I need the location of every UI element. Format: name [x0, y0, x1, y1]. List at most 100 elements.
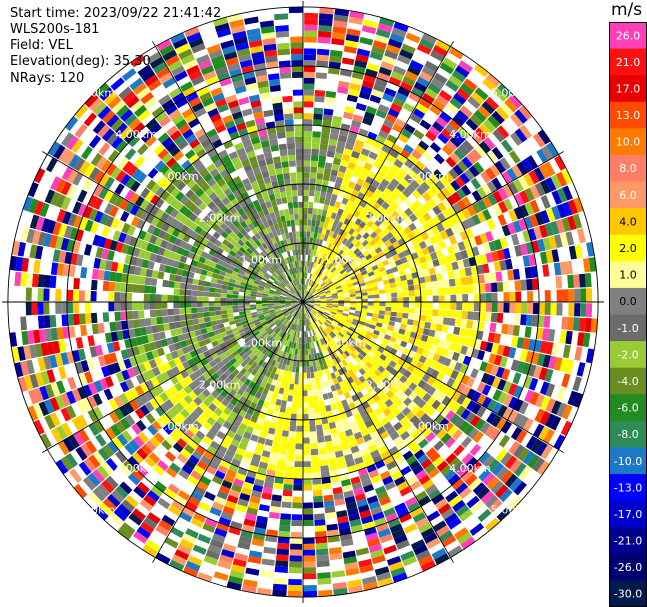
- velocity-cell: [268, 345, 274, 352]
- velocity-cell: [149, 398, 160, 409]
- velocity-cell: [392, 143, 403, 154]
- velocity-cell: [306, 292, 311, 298]
- velocity-cell: [313, 232, 318, 239]
- velocity-cell: [299, 237, 303, 243]
- velocity-cell: [418, 276, 426, 284]
- velocity-cell: [337, 368, 344, 376]
- velocity-cell: [206, 486, 219, 496]
- velocity-cell: [74, 266, 82, 278]
- velocity-cell: [157, 364, 166, 374]
- velocity-cell: [377, 491, 389, 501]
- velocity-cell: [170, 187, 181, 198]
- velocity-cell: [255, 225, 262, 233]
- velocity-cell: [251, 368, 258, 376]
- velocity-cell: [359, 510, 372, 519]
- velocity-cell: [273, 327, 280, 333]
- velocity-cell: [269, 506, 281, 514]
- velocity-cell: [297, 331, 300, 338]
- velocity-cell: [365, 189, 374, 199]
- velocity-cell: [432, 242, 441, 252]
- velocity-cell: [225, 94, 238, 104]
- velocity-cell: [121, 320, 128, 330]
- velocity-cell: [188, 37, 204, 49]
- velocity-cell: [329, 55, 342, 63]
- velocity-cell: [513, 268, 521, 280]
- velocity-cell: [456, 211, 466, 222]
- velocity-cell: [432, 44, 448, 57]
- velocity-cell: [344, 562, 359, 571]
- velocity-cell: [303, 219, 308, 226]
- velocity-cell: [343, 192, 351, 200]
- velocity-cell: [99, 87, 114, 101]
- velocity-cell: [268, 321, 275, 327]
- velocity-cell: [271, 237, 277, 244]
- velocity-cell: [38, 417, 50, 433]
- velocity-cell: [416, 76, 430, 88]
- velocity-cell: [371, 282, 378, 288]
- velocity-cell: [441, 144, 454, 156]
- velocity-cell: [421, 65, 436, 78]
- velocity-cell: [168, 109, 181, 120]
- velocity-cell: [251, 288, 258, 292]
- velocity-cell: [226, 165, 236, 174]
- velocity-cell: [437, 212, 447, 223]
- velocity-cell: [83, 112, 97, 127]
- velocity-cell: [297, 189, 303, 196]
- velocity-cell: [418, 240, 427, 250]
- velocity-cell: [188, 391, 198, 401]
- velocity-cell: [296, 319, 300, 326]
- velocity-cell: [415, 296, 421, 302]
- velocity-cell: [308, 299, 315, 302]
- velocity-cell: [202, 32, 218, 43]
- velocity-cell: [551, 249, 560, 263]
- velocity-cell: [347, 579, 362, 588]
- velocity-cell: [273, 108, 284, 116]
- velocity-cell: [215, 288, 222, 293]
- velocity-cell: [427, 208, 437, 219]
- velocity-cell: [365, 211, 374, 220]
- velocity-cell: [306, 231, 311, 238]
- velocity-cell: [303, 508, 314, 515]
- velocity-cell: [67, 376, 77, 390]
- velocity-cell: [261, 295, 268, 299]
- velocity-cell: [226, 469, 237, 478]
- velocity-cell: [317, 251, 322, 258]
- velocity-cell: [288, 315, 293, 321]
- velocity-cell: [179, 354, 188, 364]
- velocity-cell: [421, 262, 429, 270]
- velocity-cell: [312, 335, 316, 342]
- velocity-cell: [100, 343, 109, 355]
- velocity-cell: [380, 270, 388, 277]
- velocity-cell: [287, 442, 295, 450]
- velocity-cell: [92, 469, 105, 483]
- velocity-cell: [426, 295, 433, 302]
- velocity-cell: [273, 577, 288, 585]
- velocity-cell: [441, 160, 453, 172]
- velocity-cell: [248, 39, 263, 48]
- velocity-cell: [93, 170, 105, 184]
- velocity-cell: [324, 198, 331, 206]
- velocity-cell: [226, 494, 239, 504]
- velocity-cell: [217, 402, 227, 412]
- velocity-cell: [170, 32, 186, 44]
- velocity-cell: [470, 68, 485, 82]
- velocity-cell: [313, 256, 318, 263]
- velocity-cell: [545, 250, 554, 264]
- velocity-cell: [477, 199, 488, 211]
- velocity-cell: [502, 247, 511, 260]
- velocity-cell: [538, 290, 545, 302]
- velocity-cell: [307, 294, 313, 299]
- velocity-cell: [324, 349, 330, 356]
- velocity-cell: [229, 105, 241, 115]
- velocity-cell: [215, 310, 222, 316]
- velocity-cell: [317, 346, 322, 353]
- velocity-cell: [204, 321, 212, 328]
- velocity-cell: [279, 274, 285, 280]
- velocity-cell: [313, 107, 324, 115]
- velocity-cell: [128, 439, 141, 452]
- velocity-cell: [314, 89, 326, 97]
- velocity-cell: [149, 341, 157, 351]
- velocity-cell: [502, 184, 514, 198]
- velocity-cell: [337, 249, 344, 257]
- velocity-cell: [199, 425, 209, 436]
